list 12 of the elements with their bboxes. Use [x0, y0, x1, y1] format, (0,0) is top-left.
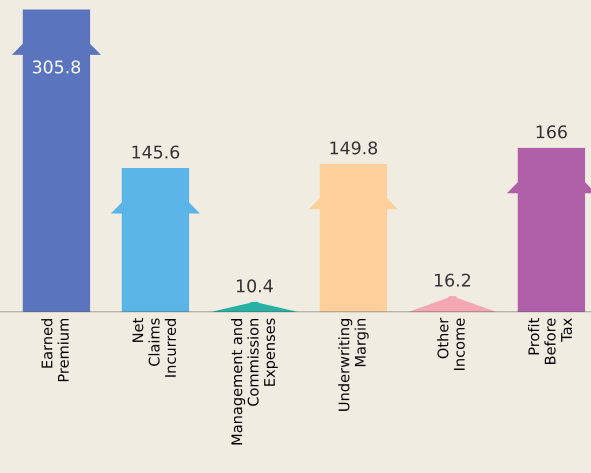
data-label: 166	[536, 125, 567, 138]
x-tick-label: Profit Before Tax	[528, 318, 572, 364]
x-tick-label: Net Claims Incurred	[132, 318, 176, 377]
x-tick-label: Other Income	[437, 318, 465, 370]
x-tick-label: Underwriting Margin	[338, 318, 369, 411]
data-label: 16.2	[434, 274, 470, 287]
data-label: 305.8	[32, 60, 80, 74]
data-label: 149.8	[330, 141, 378, 154]
x-tick-label: Earned Premium	[41, 318, 69, 382]
data-label: 10.4	[236, 279, 273, 292]
data-label: 145.6	[132, 145, 180, 159]
x-tick-label: Management and Commission Expenses	[231, 318, 278, 444]
